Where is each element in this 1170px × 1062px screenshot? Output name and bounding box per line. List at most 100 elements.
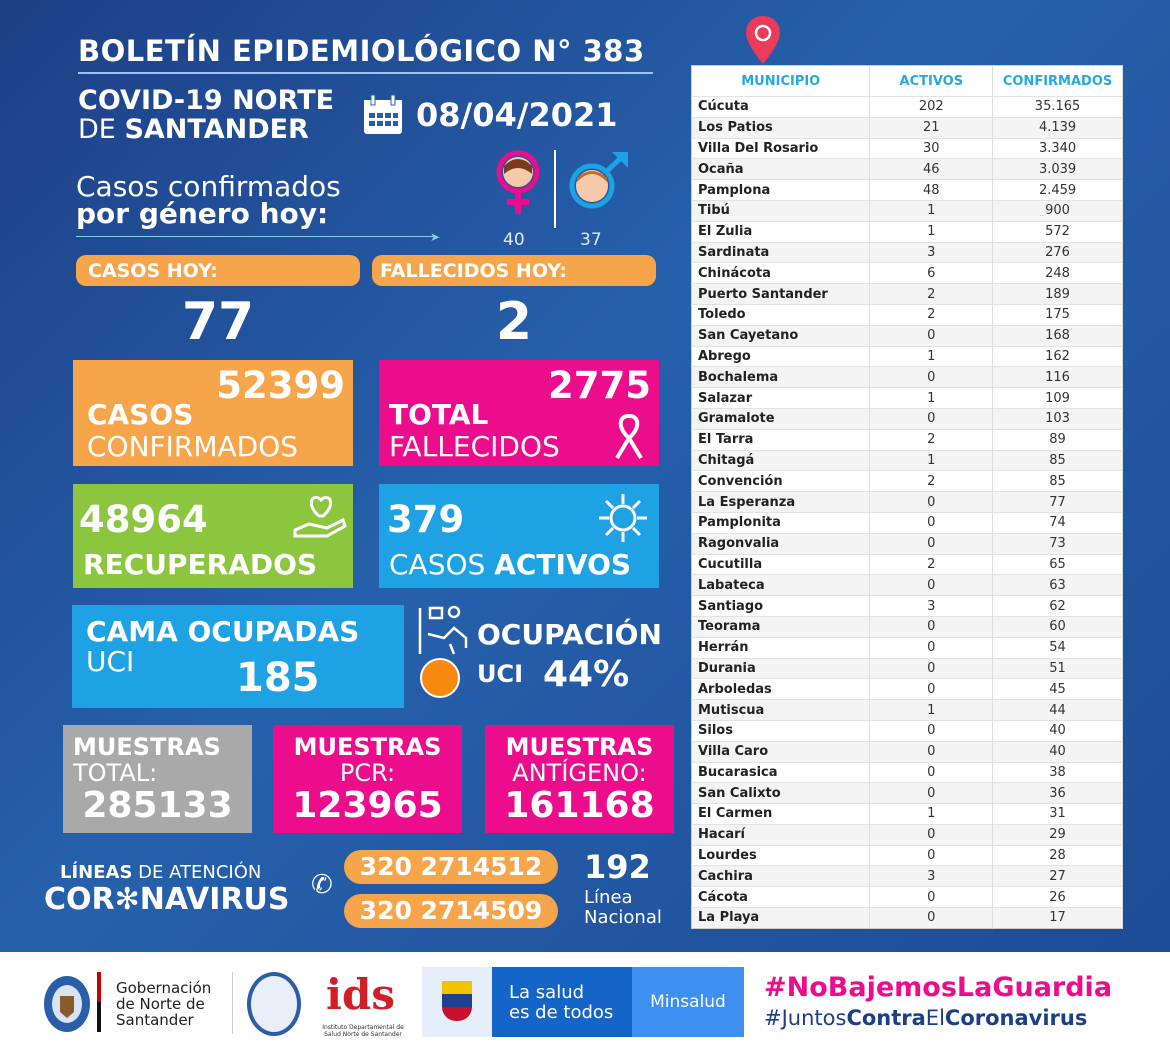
- table-row: La Playa 0 17: [691, 907, 1123, 929]
- national-line-label-1: Línea: [584, 887, 633, 908]
- deaths-today-value: 2: [495, 292, 533, 352]
- cell-activos: 0: [869, 823, 994, 846]
- gender-label-2: por género hoy:: [76, 197, 329, 230]
- table-row: Chinácota 6 248: [691, 262, 1123, 284]
- deaths-label-1: TOTAL: [389, 398, 489, 431]
- region-line-2: DE SANTANDER: [78, 115, 309, 144]
- samples-total-value: 285133: [82, 785, 233, 826]
- cell-confirmados: 109: [992, 387, 1123, 409]
- hotline-label-rest: DE ATENCIÓN: [138, 862, 262, 883]
- active-value: 379: [387, 498, 465, 541]
- cell-municipio: San Cayetano: [691, 324, 871, 347]
- cell-confirmados: 248: [992, 262, 1123, 284]
- table-row: Cucutilla 2 65: [691, 553, 1123, 575]
- cell-activos: 0: [869, 511, 994, 534]
- gob-line-1: Gobernación: [116, 979, 212, 997]
- samples-total-label-1: MUESTRAS: [73, 733, 221, 761]
- flag-stripe: [97, 972, 101, 1032]
- column-header-activos: ACTIVOS: [869, 65, 994, 97]
- cell-activos: 2: [869, 283, 994, 305]
- cell-municipio: Cucutilla: [691, 553, 871, 575]
- location-pin-icon: [746, 16, 780, 64]
- cell-activos: 21: [869, 116, 994, 139]
- cell-confirmados: 85: [992, 449, 1123, 471]
- cell-activos: 2: [869, 470, 994, 492]
- cell-municipio: Pamplonita: [691, 511, 871, 534]
- table-row: Durania 0 51: [691, 657, 1123, 679]
- icu-occupancy-value: 44%: [543, 654, 630, 695]
- calendar-icon: [364, 94, 402, 134]
- cell-confirmados: 51: [992, 657, 1123, 679]
- cell-municipio: San Calixto: [691, 782, 871, 804]
- cell-confirmados: 44: [992, 699, 1123, 721]
- minsalud-logo: Minsalud: [632, 967, 744, 1037]
- cell-municipio: Villa Caro: [691, 740, 871, 762]
- confirmed-value: 52399: [216, 364, 345, 407]
- cell-activos: 6: [869, 262, 994, 284]
- cell-activos: 1: [869, 803, 994, 825]
- cell-municipio: Ocaña: [691, 158, 871, 180]
- recovered-card: 48964 RECUPERADOS: [73, 484, 353, 588]
- cell-activos: 0: [869, 615, 994, 638]
- national-line-label-2: Nacional: [584, 907, 662, 928]
- phone-number-1[interactable]: 320 2714512: [344, 850, 558, 884]
- cell-municipio: La Esperanza: [691, 491, 871, 513]
- table-row: Chitagá 1 85: [691, 449, 1123, 471]
- cell-municipio: Sardinata: [691, 241, 871, 263]
- cell-confirmados: 60: [992, 615, 1123, 638]
- table-row: Cúcuta 202 35.165: [691, 96, 1123, 118]
- table-row: El Carmen 1 31: [691, 803, 1123, 825]
- cell-activos: 3: [869, 595, 994, 617]
- cell-confirmados: 572: [992, 220, 1123, 243]
- cell-municipio: Salazar: [691, 387, 871, 409]
- gob-line-2: de Norte de: [116, 995, 205, 1013]
- table-row: El Zulia 1 572: [691, 220, 1123, 243]
- cell-municipio: Santiago: [691, 595, 871, 617]
- cell-municipio: Convención: [691, 470, 871, 492]
- cell-activos: 0: [869, 719, 994, 742]
- hashtag-part-d: Coronavirus: [944, 1006, 1088, 1030]
- cell-activos: 1: [869, 220, 994, 243]
- salud-line-2: es de todos: [509, 1002, 614, 1023]
- virus-icon: [599, 494, 647, 542]
- cell-confirmados: 3.039: [992, 158, 1123, 180]
- cell-municipio: Abrego: [691, 345, 871, 367]
- salud-de-todos-logo: La salud es de todos: [492, 967, 632, 1037]
- table-row: Gramalote 0 103: [691, 407, 1123, 430]
- cell-activos: 0: [869, 636, 994, 659]
- cell-activos: 1: [869, 699, 994, 721]
- region-line-1: COVID-19 NORTE: [78, 85, 335, 116]
- cell-confirmados: 35.165: [992, 96, 1123, 118]
- cell-confirmados: 62: [992, 595, 1123, 617]
- brand-part-b: NAVIRUS: [139, 882, 290, 917]
- cell-confirmados: 40: [992, 719, 1123, 742]
- hotline-label-bold: LÍNEAS: [60, 862, 133, 883]
- table-row: Toledo 2 175: [691, 303, 1123, 326]
- region-bold: SANTANDER: [124, 114, 309, 145]
- table-row: Cácota 0 26: [691, 886, 1123, 908]
- norte-de-santander-seal-logo: [44, 976, 90, 1032]
- bulletin-title: BOLETÍN EPIDEMIOLÓGICO N° 383: [78, 34, 645, 68]
- phone-number-2[interactable]: 320 2714509: [344, 894, 558, 928]
- samples-pcr-label-1: MUESTRAS: [293, 733, 442, 761]
- table-row: Convención 2 85: [691, 470, 1123, 492]
- cell-activos: 1: [869, 449, 994, 471]
- cell-activos: 0: [869, 366, 994, 388]
- cell-municipio: El Zulia: [691, 220, 871, 243]
- cell-activos: 0: [869, 407, 994, 430]
- cell-activos: 0: [869, 678, 994, 700]
- icu-patient-icon: [418, 605, 468, 655]
- cell-municipio: Pamplona: [691, 179, 871, 201]
- column-header-municipio: MUNICIPIO: [691, 65, 871, 97]
- table-row: Arboledas 0 45: [691, 678, 1123, 700]
- cell-municipio: Arboledas: [691, 678, 871, 700]
- table-row: Mutiscua 1 44: [691, 699, 1123, 721]
- cell-confirmados: 40: [992, 740, 1123, 762]
- national-line-number[interactable]: 192: [584, 848, 651, 886]
- arrow-head-icon: ➤: [430, 230, 441, 244]
- cell-municipio: Teorama: [691, 615, 871, 638]
- cell-activos: 1: [869, 345, 994, 367]
- colombia-coat-of-arms-logo: [422, 967, 492, 1037]
- cell-confirmados: 189: [992, 283, 1123, 305]
- cell-activos: 0: [869, 761, 994, 783]
